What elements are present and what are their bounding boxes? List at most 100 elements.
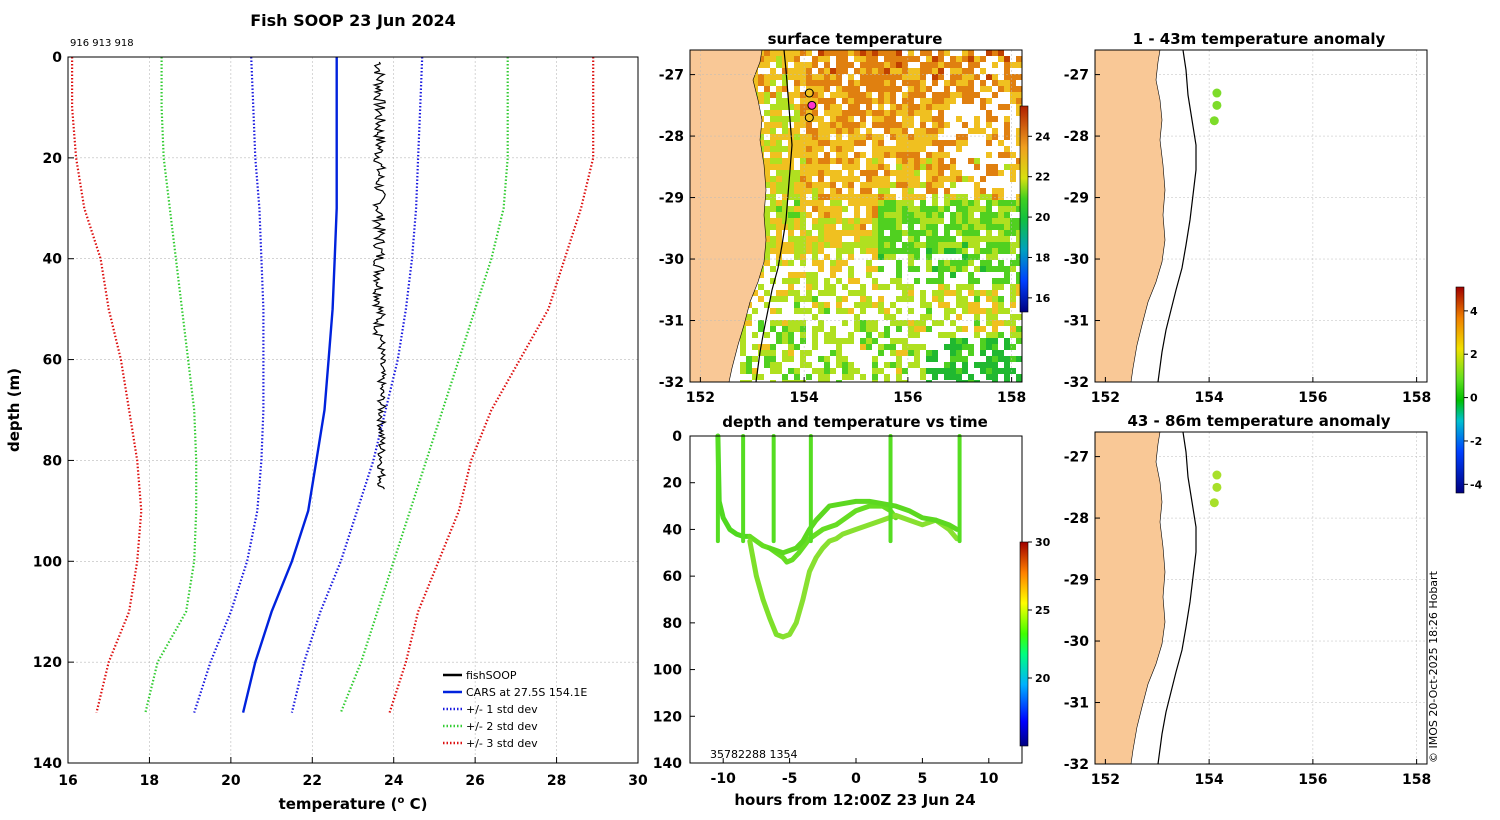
sst-pixel	[812, 128, 818, 134]
sst-pixel	[890, 236, 896, 242]
sst-pixel	[932, 62, 938, 68]
sst-pixel	[932, 80, 938, 86]
sst-pixel	[908, 362, 914, 368]
sst-pixel	[938, 92, 944, 98]
sst-pixel	[890, 62, 896, 68]
sst-pixel	[830, 272, 836, 278]
sst-pixel	[800, 320, 806, 326]
sst-pixel	[980, 290, 986, 296]
sst-pixel	[818, 116, 824, 122]
sst-pixel	[848, 110, 854, 116]
sst-pixel	[848, 374, 854, 380]
sst-pixel	[740, 344, 746, 350]
anomaly-point	[1212, 88, 1222, 98]
sst-pixel	[968, 206, 974, 212]
sst-pixel	[782, 50, 788, 56]
sst-pixel	[800, 326, 806, 332]
sst-pixel	[854, 68, 860, 74]
sst-pixel	[830, 206, 836, 212]
sst-pixel	[776, 338, 782, 344]
sst-pixel	[782, 194, 788, 200]
profile-lines	[71, 56, 595, 714]
sst-pixel	[962, 56, 968, 62]
sst-pixel	[836, 200, 842, 206]
sst-pixel	[836, 50, 842, 56]
sst-pixel	[944, 62, 950, 68]
sst-pixel	[974, 290, 980, 296]
sst-pixel	[902, 284, 908, 290]
sst-pixel	[836, 344, 842, 350]
sst-pixel	[872, 356, 878, 362]
sst-pixel	[974, 74, 980, 80]
sst-pixel	[860, 50, 866, 56]
sst-pixel	[782, 182, 788, 188]
sst-pixel	[1004, 116, 1010, 122]
sst-pixel	[914, 56, 920, 62]
sst-pixel	[866, 218, 872, 224]
sst-pixel	[962, 206, 968, 212]
sst-pixel	[908, 116, 914, 122]
sst-pixel	[890, 230, 896, 236]
sst-pixel	[956, 146, 962, 152]
sst-pixel	[950, 320, 956, 326]
sst-pixel	[770, 50, 776, 56]
sst-pixel	[950, 308, 956, 314]
sst-pixel	[944, 248, 950, 254]
sst-colorbar	[1019, 105, 1029, 313]
sst-pixel	[824, 284, 830, 290]
sst-pixel	[956, 230, 962, 236]
sst-pixel	[962, 326, 968, 332]
sst-pixel	[968, 278, 974, 284]
sst-pixel	[812, 182, 818, 188]
sst-pixel	[848, 92, 854, 98]
sst-pixel	[764, 74, 770, 80]
sst-pixel	[770, 236, 776, 242]
sst-pixel	[1004, 236, 1010, 242]
anomaly-point	[1209, 498, 1219, 508]
sst-pixel	[830, 116, 836, 122]
sst-pixel	[968, 230, 974, 236]
sst-pixel	[866, 110, 872, 116]
sst-pixel	[992, 74, 998, 80]
sst-pixel	[902, 128, 908, 134]
sst-pixel	[812, 242, 818, 248]
sst-pixel	[812, 194, 818, 200]
sst-pixel	[908, 290, 914, 296]
profile-xtick-label: 28	[547, 773, 566, 789]
sst-pixel	[770, 362, 776, 368]
sst-pixel	[896, 140, 902, 146]
sst-pixel	[908, 80, 914, 86]
sst-pixel	[974, 122, 980, 128]
sst-pixel	[764, 50, 770, 56]
sst-pixel	[980, 260, 986, 266]
sst-pixel	[920, 212, 926, 218]
sst-pixel	[884, 344, 890, 350]
sst-pixel	[956, 140, 962, 146]
sst-pixel	[842, 284, 848, 290]
sst-pixel	[836, 350, 842, 356]
sst-pixel	[998, 140, 1004, 146]
sst-pixel	[932, 104, 938, 110]
sst-pixel	[878, 266, 884, 272]
sst-pixel	[932, 152, 938, 158]
sst-pixel	[968, 236, 974, 242]
sst-pixel	[788, 104, 794, 110]
sst-pixel	[800, 200, 806, 206]
sst-pixel	[794, 68, 800, 74]
sst-pixel	[824, 128, 830, 134]
sst-pixel	[980, 362, 986, 368]
sst-pixel	[998, 104, 1004, 110]
sst-pixel	[740, 332, 746, 338]
sst-pixel	[944, 140, 950, 146]
sst-pixel	[806, 284, 812, 290]
sst-pixel	[848, 134, 854, 140]
sst-pixel	[950, 224, 956, 230]
sst-pixel	[920, 122, 926, 128]
sst-pixel	[866, 338, 872, 344]
sst-pixel	[938, 164, 944, 170]
sst-pixel	[818, 224, 824, 230]
sst-pixel	[806, 62, 812, 68]
sst-pixel	[950, 80, 956, 86]
sst-pixel	[854, 290, 860, 296]
sst-pixel	[860, 116, 866, 122]
